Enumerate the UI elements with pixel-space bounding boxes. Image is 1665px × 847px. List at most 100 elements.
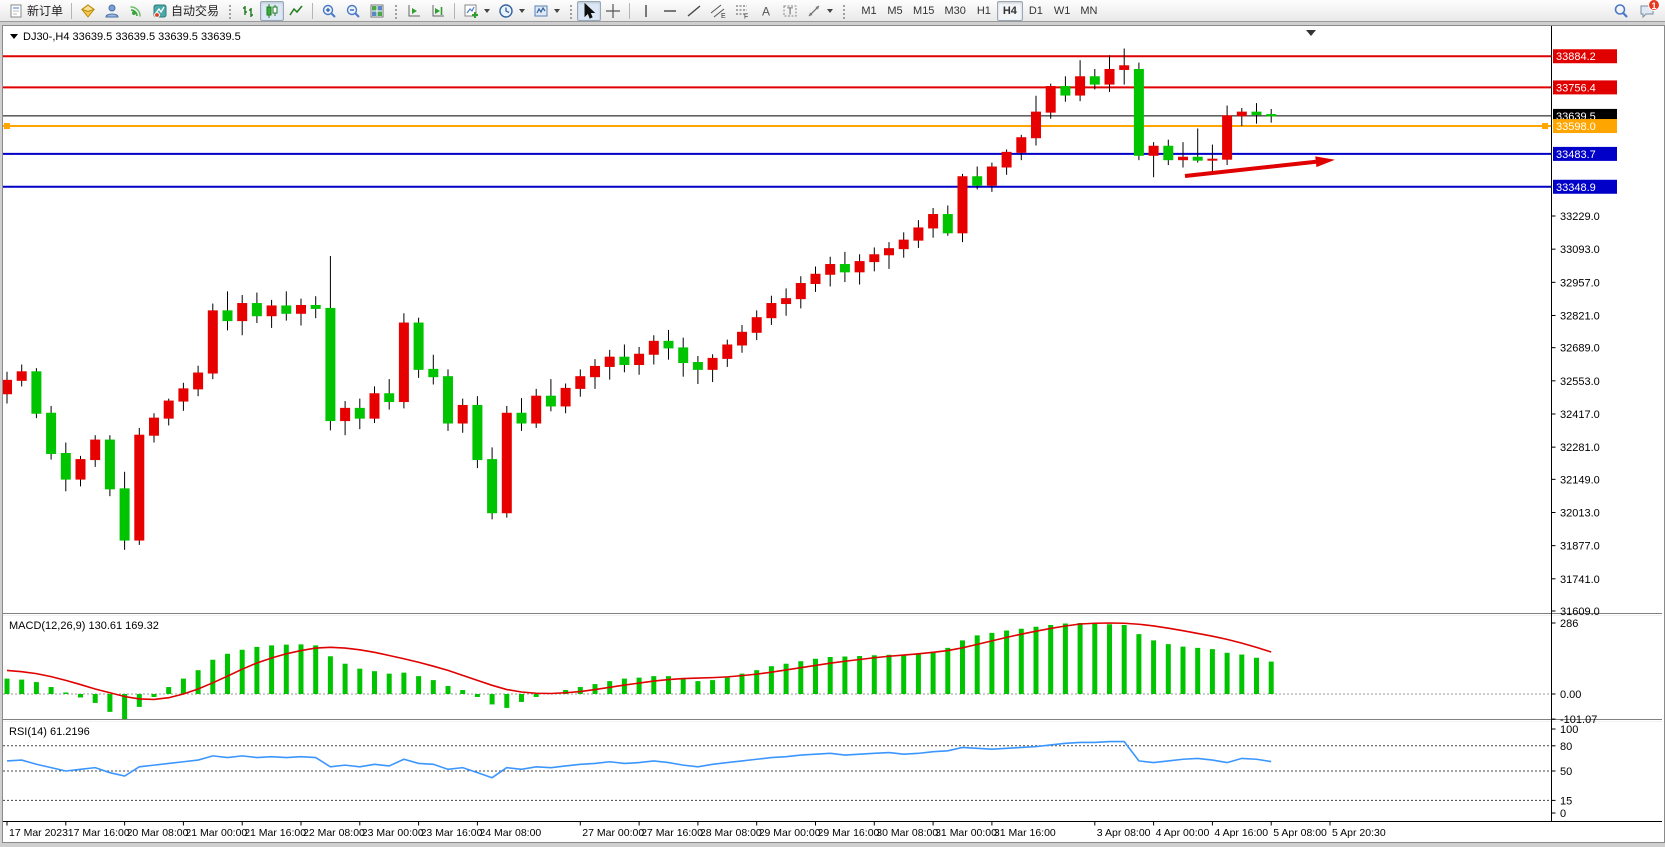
time-tick-label: 5 Apr 20:30 [1332, 827, 1386, 839]
chart-shift-button[interactable] [402, 1, 426, 21]
timeframe-W1[interactable]: W1 [1049, 1, 1076, 21]
price-badge-label: 33756.4 [1556, 82, 1596, 94]
new-order-button[interactable]: 新订单 [4, 1, 67, 21]
signals-icon [130, 5, 141, 17]
price-axis[interactable]: 33229.0 33093.0 32957.0 32821.0 32689.0 32553… [1551, 211, 1600, 820]
candle-body-bull [1075, 76, 1086, 96]
timeframe-H1[interactable]: H1 [971, 1, 997, 21]
vertical-line-button[interactable] [634, 1, 658, 21]
text-label-button[interactable]: T [778, 1, 802, 21]
search-button[interactable] [1609, 1, 1633, 21]
price-badge-label: 33483.7 [1556, 149, 1596, 161]
new-chart-button[interactable] [459, 1, 494, 21]
candle-body-bull [1207, 158, 1218, 161]
bar-chart-button[interactable] [236, 1, 260, 21]
trend-arrow-annotation[interactable] [1184, 156, 1335, 178]
timeframe-M30[interactable]: M30 [939, 1, 970, 21]
time-tick-label: 24 Mar 08:00 [479, 827, 541, 839]
candle-body-bull [722, 344, 733, 359]
candle-body-bull [237, 303, 248, 322]
chart-end-icon [432, 4, 445, 16]
text-label-icon: T [783, 5, 797, 17]
arrow-shaft[interactable] [1184, 159, 1324, 178]
price-lines[interactable] [3, 55, 1552, 188]
templates-button[interactable] [529, 1, 564, 21]
chart-frame: 33229.0 33093.0 32957.0 32821.0 32689.0 32553… [2, 25, 1665, 843]
rsi-axis-label: 100 [1560, 724, 1578, 736]
periods-button[interactable] [494, 1, 529, 21]
candle-body-bull [1016, 137, 1027, 153]
time-tick-label: 17 Mar 2023 [9, 827, 68, 839]
price-badge-label: 33884.2 [1556, 51, 1596, 63]
cursor-icon [584, 2, 596, 19]
rsi-axis-label: 15 [1560, 795, 1572, 807]
candlestick-chart-icon [266, 3, 278, 18]
timeframe-M5[interactable]: M5 [882, 1, 908, 21]
macd-axis-label: -101.07 [1560, 714, 1597, 726]
candle-body-bear [1163, 145, 1174, 161]
tile-windows-button[interactable] [365, 1, 389, 21]
candle-body-bear [678, 347, 689, 364]
arrows-button[interactable] [802, 1, 837, 21]
market-watch-button[interactable] [76, 1, 100, 21]
candlestick-chart-button[interactable] [260, 0, 285, 21]
candle-body-bull [207, 310, 218, 374]
candle-body-bear [281, 305, 292, 314]
candle-body-bear [1089, 76, 1100, 85]
chart-end-button[interactable] [426, 1, 450, 21]
timeframe-D1[interactable]: D1 [1023, 1, 1049, 21]
candle-body-bull [457, 404, 468, 424]
toolbar-separator [312, 2, 314, 19]
candle-body-bull [928, 214, 939, 229]
shift-marker[interactable] [1306, 30, 1316, 36]
candle-body-bear [692, 362, 703, 370]
zoom-in-button[interactable] [317, 1, 341, 21]
cursor-button[interactable] [577, 0, 602, 21]
candle-body-bull [766, 303, 777, 319]
trendline-button[interactable] [682, 1, 706, 21]
zoom-out-button[interactable] [341, 1, 365, 21]
line-handle[interactable] [1542, 123, 1548, 130]
candle-body-bear [472, 404, 483, 461]
timeframe-MN[interactable]: MN [1075, 1, 1102, 21]
chart-title-collapse-icon[interactable] [10, 34, 18, 39]
toolbar-separator [454, 2, 456, 19]
notifications-button[interactable]: 1 [1639, 0, 1660, 19]
crosshair-button[interactable] [601, 1, 625, 21]
candle-body-bear [251, 303, 262, 317]
search-icon [1614, 3, 1628, 18]
candle-body-bull [1001, 151, 1012, 168]
candle-body-bull [898, 239, 909, 250]
autotrade-button[interactable]: 自动交易 [148, 1, 223, 21]
time-tick-label: 22 Mar 08:00 [303, 827, 365, 839]
candle-body-bear [1133, 68, 1144, 156]
candle-body-bull [575, 376, 586, 389]
price-badge [1553, 49, 1617, 64]
new-order-label: 新订单 [27, 4, 64, 18]
timeframe-M15[interactable]: M15 [908, 1, 939, 21]
arrow-head[interactable] [1315, 156, 1335, 168]
chart-canvas[interactable]: 33229.0 33093.0 32957.0 32821.0 32689.0 32553… [2, 26, 1662, 842]
candle-body-bear [222, 310, 233, 322]
price-badge [1553, 80, 1617, 95]
candle-body-bull [560, 387, 571, 407]
signals-button[interactable] [124, 1, 148, 21]
fibonacci-icon: F [736, 5, 748, 19]
candle-body-bull [134, 434, 145, 541]
candle-body-bear [1060, 86, 1071, 96]
line-chart-button[interactable] [284, 1, 308, 21]
timeframe-H4[interactable]: H4 [996, 0, 1023, 21]
rsi-axis-label: 0 [1560, 808, 1566, 820]
candle-body-bear [325, 307, 336, 422]
channel-button[interactable]: E [706, 1, 730, 21]
candle-body-bear [545, 395, 556, 407]
line-handle[interactable] [4, 123, 10, 130]
horizontal-line-button[interactable] [658, 1, 682, 21]
timeframe-M1[interactable]: M1 [856, 1, 882, 21]
text-button[interactable]: A [754, 1, 778, 21]
accounts-button[interactable] [100, 1, 124, 21]
rsi-label: RSI(14) 61.2196 [9, 726, 90, 738]
candle-body-bull [1119, 65, 1130, 70]
fibonacci-button[interactable]: F [730, 1, 754, 21]
